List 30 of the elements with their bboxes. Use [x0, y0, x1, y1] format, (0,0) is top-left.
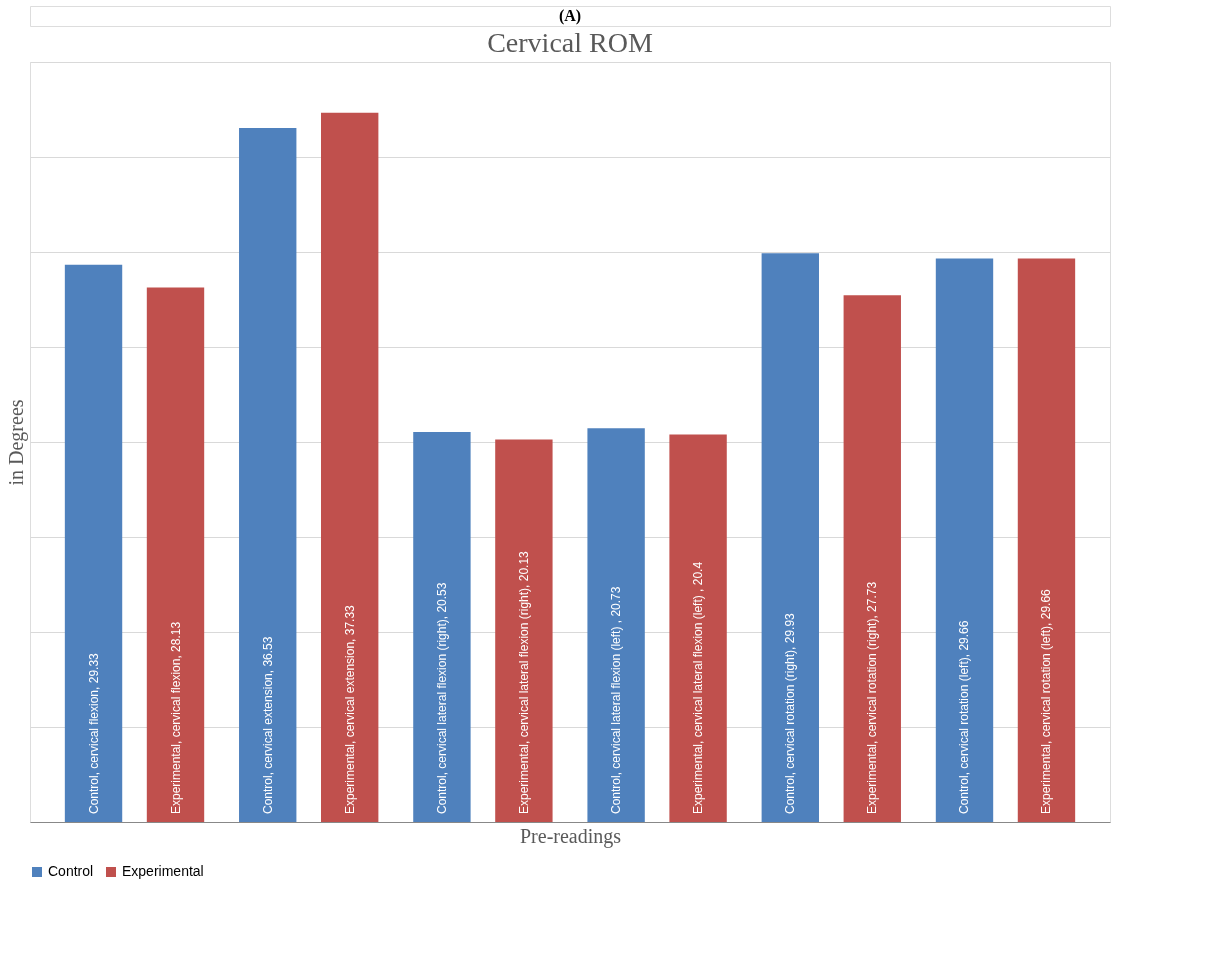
bar — [669, 434, 727, 822]
data-label: Experimental, cervical rotation (left), 29.66 — [1039, 588, 1054, 814]
data-label: Experimental, cervical lateral flexion (right), 20.13 — [516, 550, 531, 814]
bar — [321, 112, 379, 822]
bar — [64, 264, 123, 822]
data-label: Experimental, cervical rotation (right), 27.73 — [865, 581, 880, 814]
data-label: Experimental, cervical lateral flexion (left) , 20.4 — [691, 561, 706, 814]
data-label: Experimental, cervical flexion, 28.13 — [168, 621, 183, 814]
bar — [495, 439, 553, 822]
bar — [761, 253, 819, 822]
legend-label: Experimental — [122, 863, 204, 879]
text: (A) — [558, 7, 582, 25]
data-label: Control, cervical rotation (left), 29.66 — [957, 620, 972, 814]
x-axis-title: Pre-readings — [519, 824, 622, 848]
legend-label: Control — [48, 863, 94, 879]
bar — [146, 287, 205, 822]
bar — [587, 428, 645, 822]
data-label: Control, cervical flexion, 29.33 — [86, 652, 101, 814]
data-label: Control, cervical lateral flexion (left) , 20.73 — [609, 586, 624, 814]
bar — [413, 431, 471, 822]
data-label: Control, cervical extension, 36.53 — [260, 636, 275, 814]
bar — [1017, 258, 1076, 822]
data-label: Experimental, cervical extension, 37.33 — [342, 604, 357, 814]
data-label: Control, cervical rotation (right), 29.93 — [783, 612, 798, 814]
data-label: Control, cervical lateral flexion (right), 20.53 — [434, 582, 449, 814]
bar — [843, 295, 901, 822]
y-axis-title: in Degrees — [4, 399, 28, 486]
chart-title: Cervical ROM — [487, 27, 653, 58]
bar — [239, 127, 297, 822]
bar — [935, 258, 994, 822]
